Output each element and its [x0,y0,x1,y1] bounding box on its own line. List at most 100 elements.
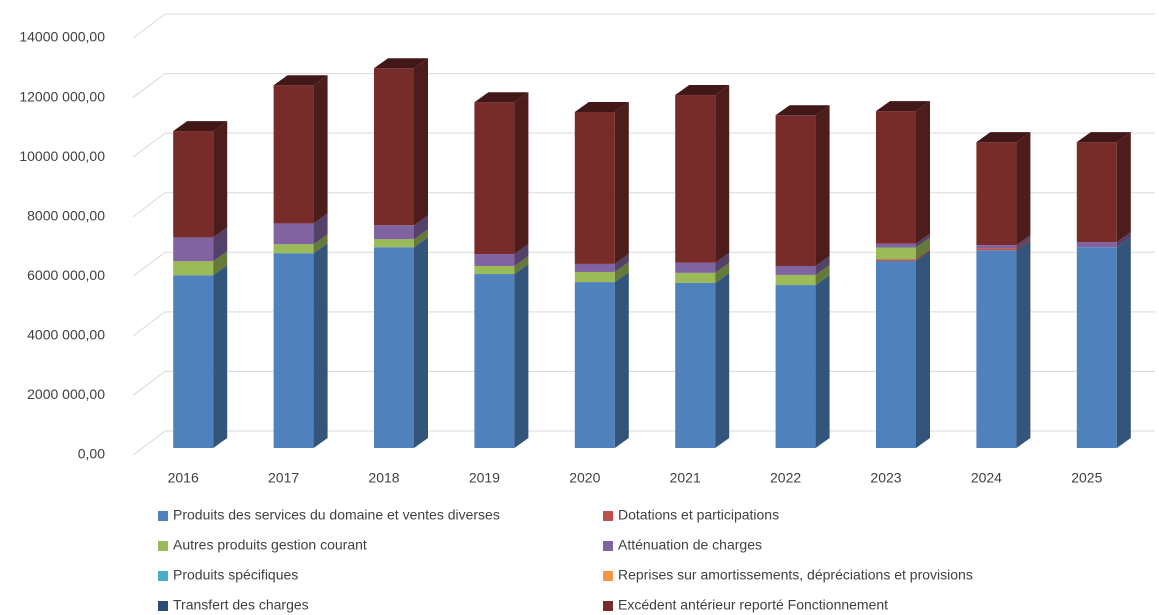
bar-side [414,58,428,226]
bar-side [715,252,730,273]
bar-segment [1076,142,1117,243]
bar-segment [876,247,916,260]
bar-segment [976,245,1017,249]
bar-side [514,256,529,275]
bar-side [815,256,830,275]
bar-segment [876,111,916,244]
bar-segment [675,95,716,263]
bar-top [173,121,228,132]
bar-side [715,272,730,448]
x-tick-label: 2018 [368,470,399,486]
legend-label: Produits des services du domaine et vent… [173,507,500,523]
bar-side [1016,240,1031,448]
bar-segment [273,223,314,245]
bar-side [1116,132,1131,243]
y-tick-label: 0,00 [78,446,105,462]
bar-side [213,265,228,448]
bar-segment [574,282,615,448]
grid-line [132,73,1155,98]
bar-top [374,58,428,69]
bar-top [474,92,529,103]
y-tick-label: 14000 000,00 [19,29,105,45]
bar-side [614,102,629,264]
y-tick-label: 10000 000,00 [19,148,105,164]
bar-side [1016,132,1031,246]
bar-top [675,85,730,96]
bar-segment [876,259,916,261]
bar-segment [273,253,314,448]
bar-side [916,237,930,260]
x-tick-label: 2017 [268,470,299,486]
bar-side [1016,235,1031,249]
bar-segment [675,262,716,273]
bar-segment [374,68,414,226]
y-tick-label: 2000 000,00 [27,386,105,402]
x-tick-label: 2020 [569,470,600,486]
bar-segment [775,285,816,448]
bar-top [976,132,1031,143]
legend-swatch [603,541,613,551]
bar-segment [474,274,515,448]
y-tick-label: 6000 000,00 [27,267,105,283]
bar-segment [173,275,214,448]
bar-segment [273,85,314,224]
y-tick-label: 8000 000,00 [27,207,105,223]
bar-side [815,105,830,267]
legend-label: Atténuation de charges [618,537,762,553]
bar-side [414,229,428,248]
y-tick-label: 4000 000,00 [27,327,105,343]
legend-label: Produits spécifiques [173,567,298,583]
bar-segment [374,225,414,240]
grid-line [132,13,1155,39]
bar-side [313,234,328,254]
x-tick-label: 2023 [870,470,901,486]
bar-side [414,237,428,448]
bar-side [514,264,529,448]
bar-side [514,92,529,255]
bar-segment [474,254,515,267]
bar-side [916,249,930,261]
bar-side [313,75,328,224]
bar-segment [173,261,214,276]
bar-side [213,121,228,238]
bar-side [1116,232,1131,248]
legend-swatch [158,511,168,521]
bar-segment [775,115,816,267]
x-tick-label: 2021 [670,470,701,486]
bar-segment [273,244,314,254]
bar-side [715,85,730,263]
bar-segment [574,112,615,264]
bar-side [614,261,629,283]
bar-side [815,264,830,286]
x-tick-label: 2024 [971,470,1002,486]
legend-label: Autres produits gestion courant [173,537,367,553]
bar-segment [876,260,916,448]
legend-label: Reprises sur amortissements, dépréciatio… [618,567,973,583]
x-tick-label: 2016 [168,470,199,486]
x-tick-label: 2025 [1071,470,1102,486]
legend-swatch [158,571,168,581]
bar-side [815,275,830,448]
bar-segment [474,102,515,255]
x-tick-label: 2019 [469,470,500,486]
bar-segment [574,263,615,272]
bar-segment [173,237,214,262]
bar-segment [976,250,1017,448]
bar-segment [675,282,716,448]
bar-side [313,213,328,245]
bar-side [313,243,328,448]
bar-segment [374,247,414,448]
bar-segment [173,131,214,238]
legend-swatch [603,511,613,521]
bar-side [213,227,228,262]
bar-segment [976,248,1017,251]
bar-top [775,105,830,116]
bar-top [273,75,328,86]
bar-segment [1076,242,1117,248]
bar-segment [675,272,716,283]
legend-swatch [158,601,168,611]
legend-label: Transfert des charges [173,597,309,613]
legend-swatch [603,601,613,611]
x-tick-label: 2022 [770,470,801,486]
